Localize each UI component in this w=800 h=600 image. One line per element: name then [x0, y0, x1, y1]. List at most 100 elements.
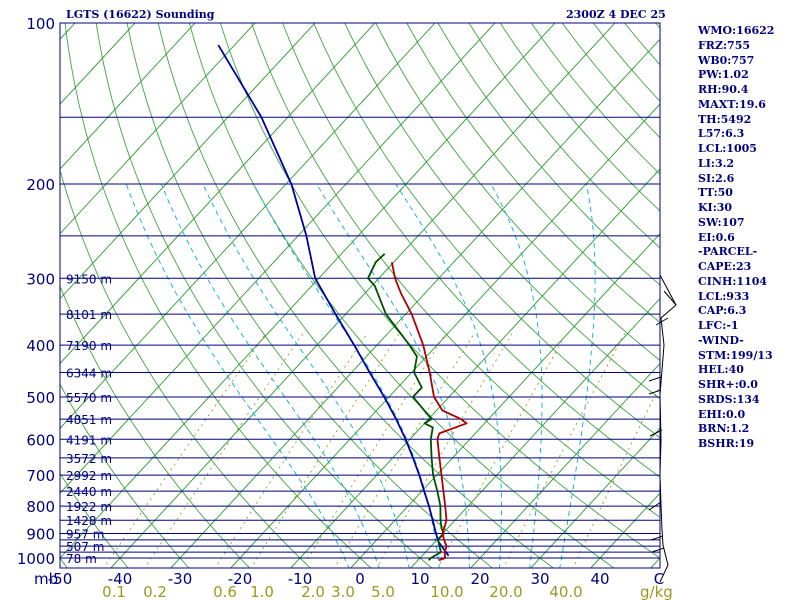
- height-label: 9150 m: [66, 272, 112, 286]
- temperature-tick-label: 30: [530, 570, 549, 588]
- index-item: LFC:-1: [698, 319, 739, 332]
- temperature-tick-label: -10: [288, 570, 313, 588]
- stability-indices: WMO:16622 FRZ:755 WB0:757 PW:1.02 RH:90.4 MAX…: [698, 24, 774, 452]
- dry-adiabat-line: [406, 23, 660, 324]
- dry-adiabat-line: [313, 23, 660, 439]
- pressure-tick-label: 300: [26, 270, 55, 288]
- moist-adiabat-line: [490, 183, 543, 568]
- pressure-tick-label: 400: [26, 337, 55, 355]
- height-label: 2992 m: [66, 469, 112, 483]
- height-label: 8101 m: [66, 308, 112, 322]
- dry-adiabat-line: [375, 23, 660, 362]
- dry-adiabat-line: [60, 168, 311, 568]
- dry-adiabat-line: [437, 23, 660, 286]
- dry-adiabat-line: [344, 23, 660, 400]
- index-item: WMO:16622: [698, 24, 775, 37]
- pressure-tick-label: 100: [26, 15, 55, 33]
- height-label: 507 m: [66, 540, 104, 554]
- wind-barb: [648, 376, 662, 382]
- pressure-axis-unit: mb: [34, 570, 58, 588]
- dry-adiabat-line: [780, 23, 800, 569]
- height-label: 1428 m: [66, 514, 112, 528]
- index-item: CAPE:23: [698, 260, 752, 273]
- mixing-ratio-line: [144, 332, 304, 568]
- temperature-axis-unit: C: [654, 570, 664, 588]
- isotherm-line: [410, 297, 660, 568]
- index-item: WB0:757: [698, 53, 755, 67]
- temperature-tick-label: 40: [590, 570, 609, 588]
- mixing-ratio-label: 5.0: [371, 583, 395, 600]
- height-label: 7190 m: [66, 339, 112, 353]
- temperature-line: [391, 262, 468, 562]
- temperature-tick-label: 0: [355, 570, 365, 588]
- isotherm-line: [350, 233, 660, 568]
- mixing-ratio-label: 0.1: [102, 583, 126, 600]
- index-item: LI:3.2: [698, 156, 735, 170]
- isotherm-line: [60, 23, 256, 235]
- height-label: 5570 m: [66, 391, 112, 405]
- index-item: KI:30: [698, 201, 733, 214]
- index-item: TT:50: [698, 186, 733, 200]
- pressure-tick-label: 700: [26, 467, 55, 485]
- mixing-ratio-line: [103, 332, 267, 568]
- index-item: BSHR:19: [698, 437, 755, 450]
- chart-title: LGTS (16622) Sounding: [66, 8, 215, 21]
- mixing-ratio-label: 0.6: [213, 583, 237, 600]
- moist-adiabat-line: [316, 183, 470, 568]
- pressure-tick-label: 900: [26, 526, 55, 544]
- pressure-tick-label: 200: [26, 176, 55, 194]
- index-item: HEL:40: [698, 363, 744, 377]
- isotherm-line: [60, 23, 136, 105]
- mixing-ratio-label: 2.0: [301, 583, 325, 600]
- isotherm-line: [170, 38, 660, 568]
- index-item: STM:199/13: [698, 348, 773, 362]
- moist-adiabat-line: [160, 183, 380, 568]
- isotherm-line: [230, 103, 660, 568]
- index-item: LCL:1005: [698, 142, 757, 155]
- wind-barb: [648, 389, 662, 395]
- index-item: TH:5492: [698, 112, 752, 126]
- plot-frame: [59, 22, 661, 569]
- mixing-ratio-label: 20.0: [489, 583, 522, 600]
- index-item: -WIND-: [698, 333, 744, 347]
- index-item: PW:1.02: [698, 68, 749, 82]
- wind-barb: [650, 535, 664, 541]
- index-item: CAP:6.3: [698, 304, 747, 318]
- height-label: 957 m: [66, 528, 104, 542]
- dry-adiabat-line: [60, 285, 251, 568]
- dry-adiabat-line: [219, 23, 660, 559]
- wind-barb: [648, 501, 662, 511]
- isotherm-line: [60, 23, 496, 494]
- dry-adiabat-line: [251, 23, 660, 518]
- height-label: 6344 m: [66, 366, 112, 380]
- wind-barbs: [648, 274, 677, 583]
- temperature-tick-label: -50: [48, 570, 73, 588]
- temperature-tick-label: 20: [470, 570, 489, 588]
- index-item: FRZ:755: [698, 38, 751, 52]
- pressure-tick-label: 600: [26, 431, 55, 449]
- index-item: MAXT:19.6: [698, 97, 766, 111]
- sounding-profiles: [217, 44, 468, 562]
- temperature-tick-label: -30: [168, 570, 193, 588]
- height-label: 4851 m: [66, 413, 112, 427]
- height-label: 78 m: [66, 552, 97, 566]
- height-label: 1922 m: [66, 500, 112, 514]
- temperature-tick-label: 10: [410, 570, 429, 588]
- temperature-tick-label: -20: [228, 570, 253, 588]
- mixing-ratio-line: [302, 332, 447, 568]
- index-item: CINH:1104: [698, 274, 768, 288]
- pressure-tick-label: 500: [26, 389, 55, 407]
- index-item: BRN:1.2: [698, 422, 750, 436]
- mixing-ratio-label: 0.2: [143, 583, 167, 600]
- observation-time: 2300Z 4 DEC 25: [566, 8, 666, 21]
- index-item: LCL:933: [698, 289, 750, 303]
- index-item: SW:107: [698, 215, 745, 229]
- mixing-ratio-unit: g/kg: [640, 583, 673, 600]
- mixing-ratio-line: [333, 332, 475, 568]
- wind-barb: [655, 317, 669, 326]
- wind-barb: [651, 547, 665, 553]
- index-item: RH:90.4: [698, 83, 749, 96]
- dry-adiabat-line: [60, 557, 68, 568]
